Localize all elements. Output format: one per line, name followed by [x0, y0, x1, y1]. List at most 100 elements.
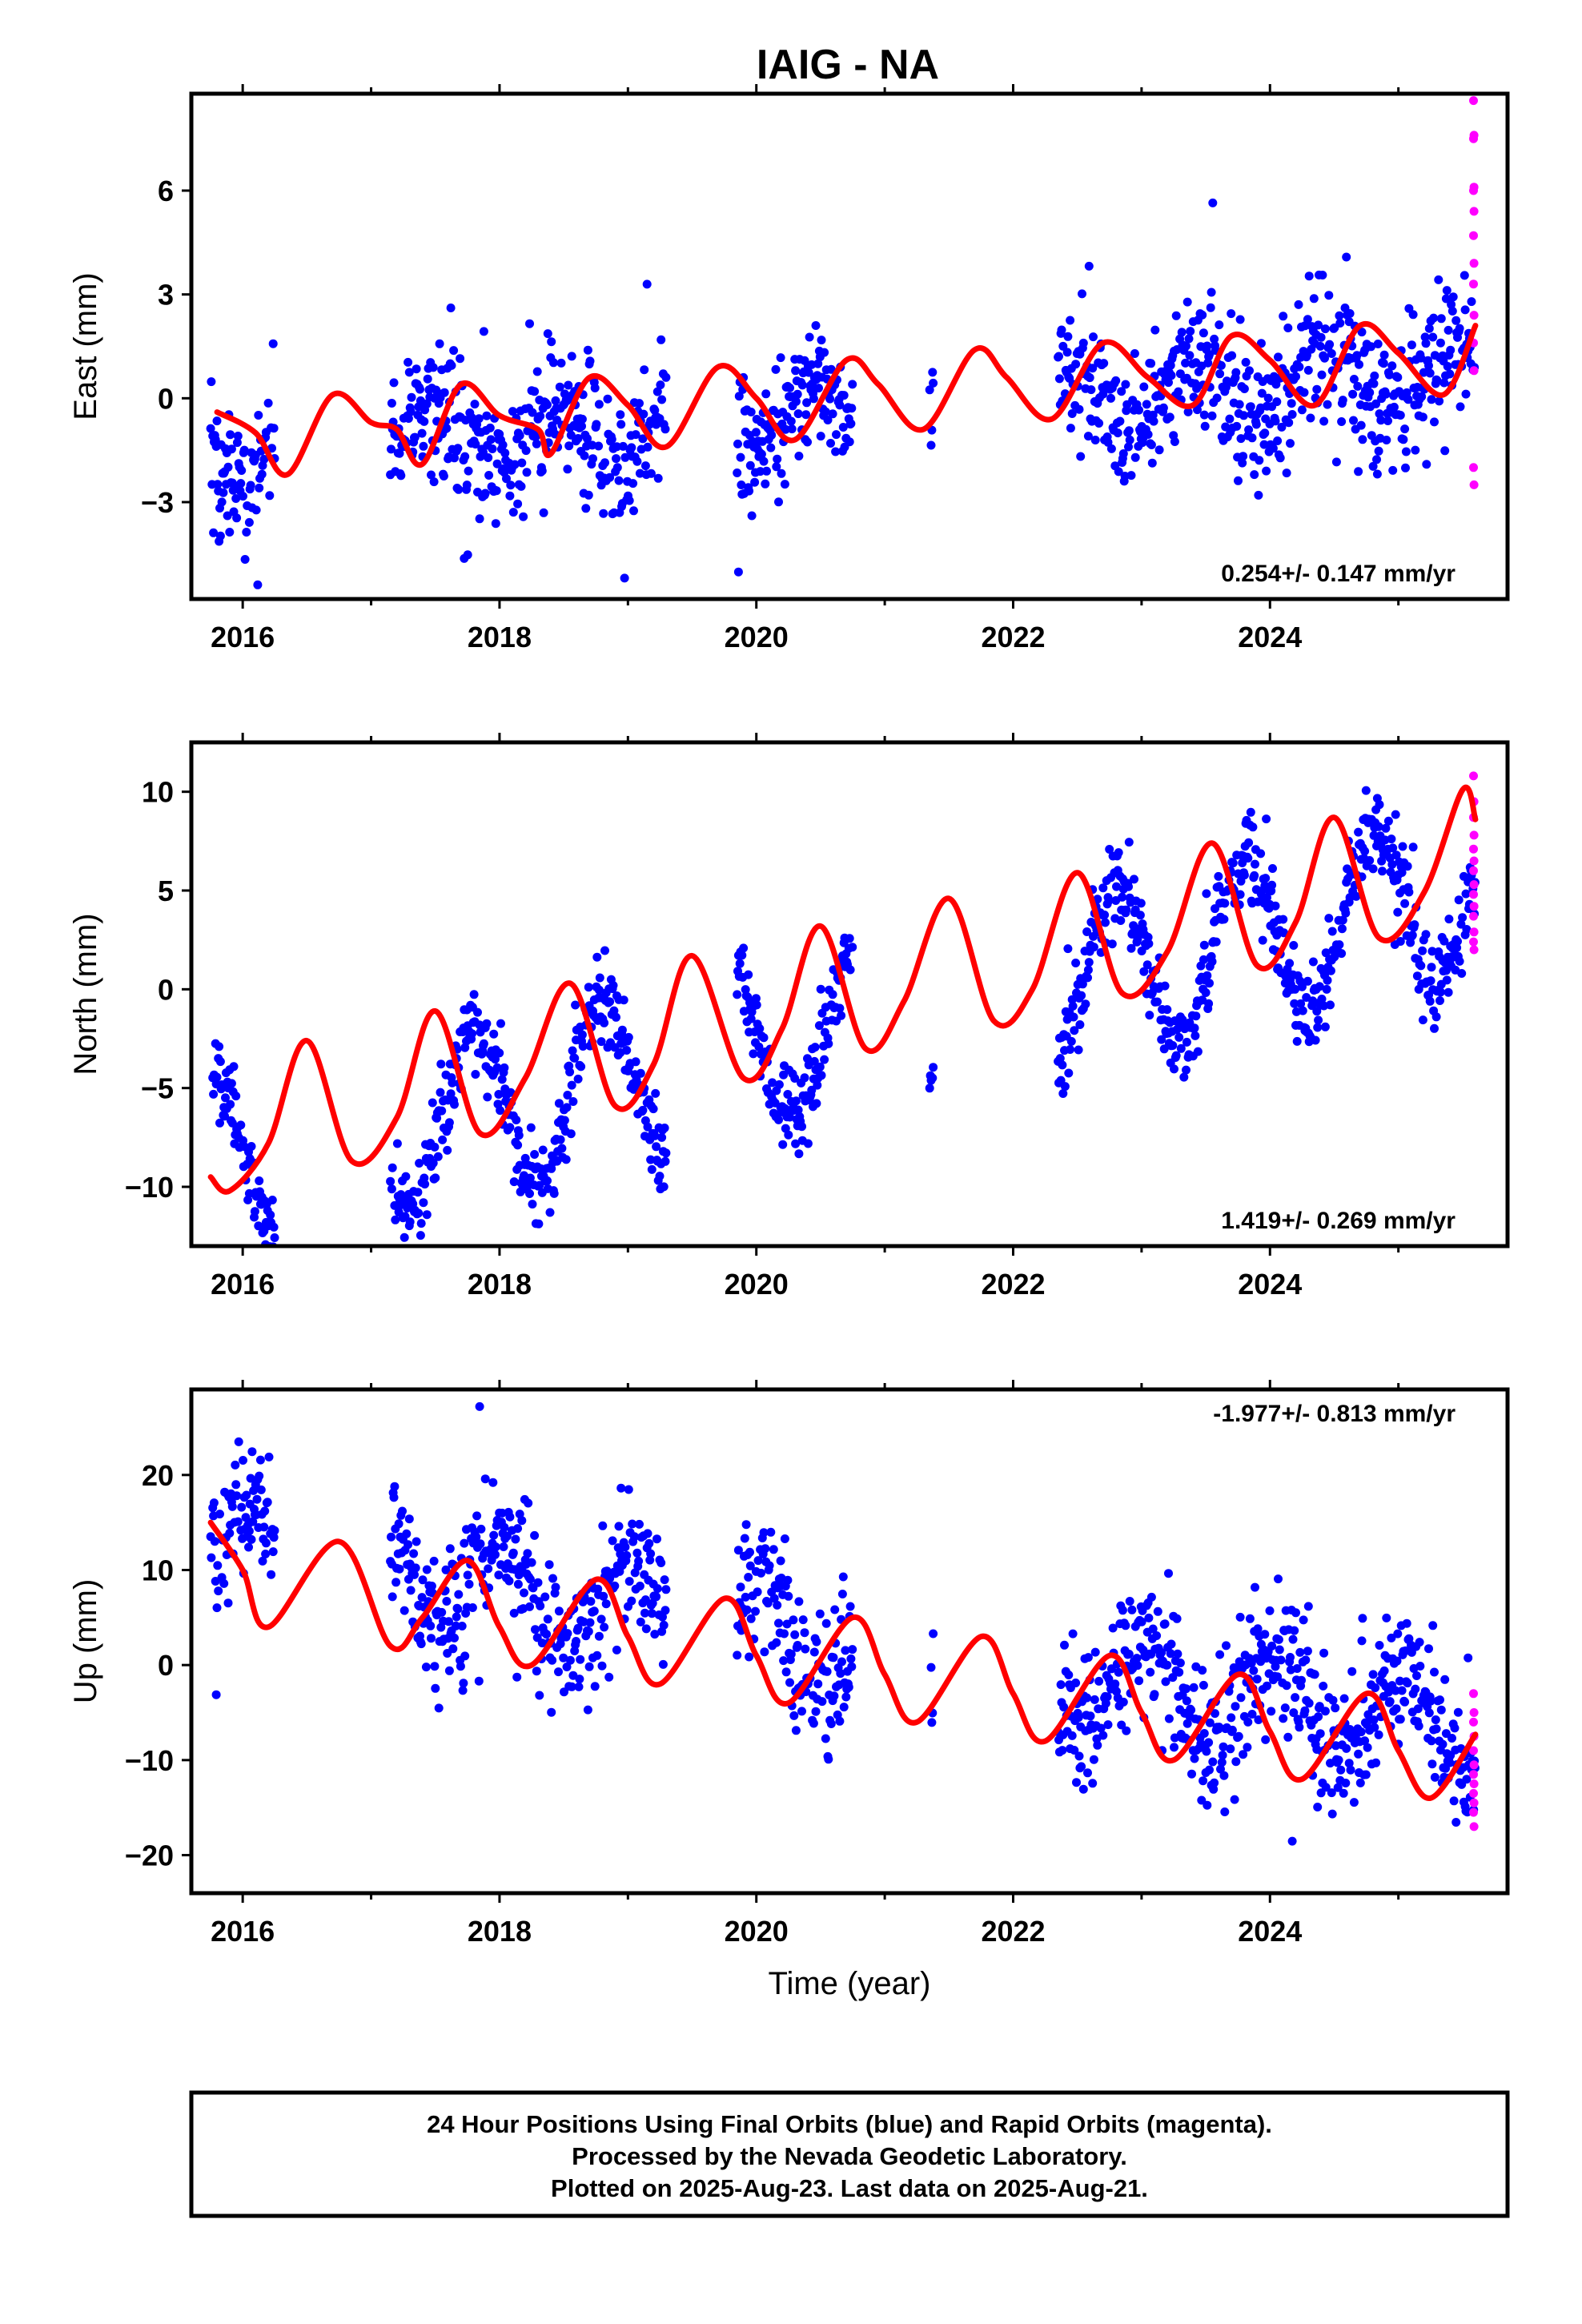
east-final-point — [1424, 324, 1434, 333]
up-ytick-label: −20 — [125, 1839, 174, 1872]
north-final-point — [1203, 971, 1212, 980]
up-final-point — [647, 1609, 656, 1618]
north-final-point — [592, 952, 602, 962]
up-final-point — [600, 1622, 609, 1632]
east-final-point — [513, 499, 523, 509]
north-final-point — [619, 995, 628, 1005]
east-final-point — [832, 430, 841, 440]
north-final-point — [660, 1124, 669, 1132]
east-final-point — [1427, 395, 1436, 404]
east-final-point — [1286, 439, 1295, 448]
east-final-point — [588, 454, 597, 464]
east-final-point — [780, 480, 789, 489]
up-final-point — [809, 1647, 819, 1657]
east-final-point — [1268, 444, 1278, 453]
up-final-point — [524, 1498, 533, 1508]
north-final-point — [1279, 928, 1289, 938]
north-final-point — [1421, 930, 1431, 939]
up-final-point — [1299, 1615, 1308, 1625]
up-final-point — [1118, 1606, 1127, 1615]
east-final-point — [453, 444, 463, 453]
up-final-point — [837, 1657, 846, 1667]
north-panel: −10 −5 0 5 10 2016 2018 2020 2022 2024 North (mm) 1… — [68, 733, 1510, 1301]
east-final-point — [1090, 436, 1100, 444]
up-final-point — [1356, 1727, 1366, 1737]
up-final-point — [1173, 1649, 1182, 1659]
up-rapid-point — [1469, 1770, 1478, 1779]
north-final-point — [1144, 939, 1154, 948]
up-final-point — [533, 1578, 543, 1587]
up-final-point — [589, 1606, 599, 1616]
north-final-point — [793, 1105, 803, 1115]
up-final-point — [1447, 1734, 1456, 1743]
up-final-point — [1083, 1653, 1093, 1663]
east-xtick-label: 2022 — [981, 621, 1045, 653]
up-final-point — [1074, 1751, 1084, 1761]
up-final-point — [1391, 1686, 1400, 1695]
east-final-point — [259, 455, 269, 464]
up-final-point — [452, 1612, 461, 1622]
east-final-point — [1124, 426, 1134, 436]
east-rapid-point — [1469, 231, 1478, 240]
footer-line-3: Plotted on 2025-Aug-23. Last data on 202… — [551, 2174, 1148, 2202]
up-final-point — [1164, 1714, 1174, 1723]
east-final-point — [1439, 378, 1449, 388]
up-final-point — [475, 1401, 484, 1411]
east-rapid-points — [1469, 96, 1479, 489]
east-final-point — [442, 424, 452, 433]
up-final-point — [1297, 1675, 1306, 1685]
up-final-point — [268, 1547, 278, 1557]
up-final-point — [211, 1577, 220, 1586]
east-final-point — [416, 384, 424, 394]
east-final-point — [1365, 388, 1375, 397]
north-ytick-label: 0 — [158, 973, 174, 1006]
east-final-point — [1251, 420, 1261, 429]
up-final-point — [512, 1672, 522, 1682]
north-final-point — [1077, 991, 1086, 1000]
up-final-point — [1411, 1684, 1420, 1694]
east-final-point — [612, 454, 620, 464]
north-final-point — [446, 1089, 456, 1099]
east-final-point — [217, 497, 227, 507]
north-final-point — [845, 934, 854, 943]
up-final-point — [774, 1618, 783, 1628]
north-final-point — [1126, 943, 1136, 953]
up-final-point — [584, 1626, 593, 1636]
up-final-point — [1090, 1695, 1099, 1704]
up-final-point — [1210, 1778, 1219, 1787]
up-final-point — [576, 1655, 585, 1664]
east-final-point — [581, 504, 591, 513]
up-final-point — [1208, 1757, 1218, 1767]
east-final-point — [404, 357, 413, 367]
north-final-point — [751, 994, 761, 1003]
up-final-point — [1098, 1731, 1108, 1740]
up-final-point — [601, 1599, 611, 1609]
up-final-point — [1078, 1784, 1088, 1794]
east-final-point — [762, 466, 771, 476]
east-final-point — [1338, 396, 1347, 405]
east-final-point — [1283, 324, 1293, 332]
north-final-point — [496, 1019, 505, 1028]
up-final-point — [836, 1669, 845, 1679]
up-final-point — [1319, 1681, 1328, 1691]
up-final-point — [579, 1617, 588, 1626]
up-final-point — [1290, 1626, 1299, 1635]
east-final-point — [236, 479, 246, 489]
up-final-point — [488, 1478, 498, 1487]
north-final-point — [415, 1159, 424, 1168]
north-final-point — [1453, 937, 1462, 946]
up-final-point — [270, 1526, 279, 1535]
up-final-point — [635, 1582, 644, 1590]
up-ytick-label: 0 — [158, 1649, 174, 1682]
up-final-point — [835, 1716, 845, 1726]
up-final-point — [841, 1692, 851, 1702]
up-final-point — [429, 1556, 439, 1566]
east-final-point — [1435, 338, 1445, 348]
east-final-point — [1352, 351, 1362, 360]
north-final-point — [1439, 936, 1449, 946]
up-final-point — [1166, 1639, 1176, 1649]
up-final-point — [434, 1703, 444, 1713]
north-rapid-point — [1469, 927, 1479, 937]
east-final-point — [219, 488, 228, 497]
north-final-point — [1404, 887, 1414, 897]
